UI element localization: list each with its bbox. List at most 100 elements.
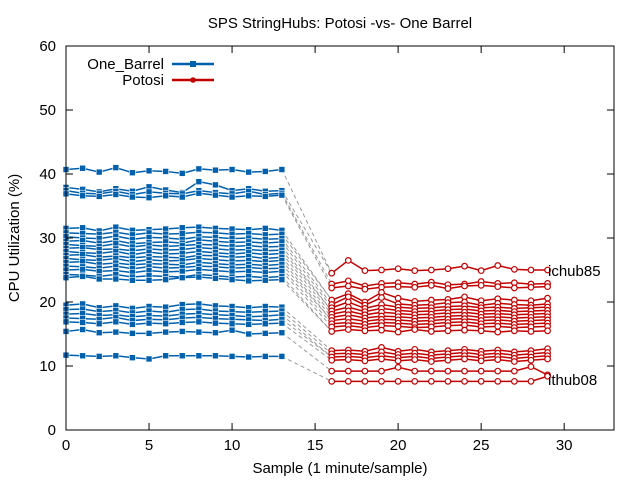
connector-line bbox=[281, 314, 333, 358]
y-tick-label: 60 bbox=[39, 38, 56, 55]
data-point-circle bbox=[494, 356, 502, 364]
connector-line bbox=[281, 230, 333, 301]
data-point-square bbox=[112, 191, 120, 198]
connector-line bbox=[281, 253, 333, 315]
data-point-circle bbox=[510, 367, 518, 375]
data-point-circle bbox=[378, 266, 385, 274]
data-point-circle bbox=[494, 367, 502, 375]
data-point-square bbox=[195, 352, 203, 360]
data-point-circle bbox=[510, 358, 518, 365]
data-point-circle bbox=[544, 266, 551, 274]
data-point-circle bbox=[411, 367, 419, 375]
data-point-square bbox=[195, 273, 203, 281]
series-group-one-barrel bbox=[62, 164, 286, 363]
data-point-circle bbox=[378, 294, 385, 301]
data-point-square bbox=[228, 193, 236, 201]
legend-marker-square bbox=[190, 61, 196, 67]
data-point-square bbox=[162, 328, 169, 336]
data-point-square bbox=[245, 168, 252, 176]
data-point-square bbox=[178, 224, 186, 232]
data-point-square bbox=[195, 165, 203, 173]
data-point-square bbox=[95, 329, 103, 337]
data-point-square bbox=[195, 178, 203, 185]
data-point-circle bbox=[328, 284, 336, 292]
data-point-square bbox=[278, 166, 286, 173]
data-point-circle bbox=[328, 377, 336, 385]
data-point-circle bbox=[527, 328, 535, 335]
data-point-circle bbox=[461, 377, 468, 385]
data-point-circle bbox=[444, 265, 452, 273]
connector-line bbox=[281, 192, 333, 285]
data-point-circle bbox=[378, 367, 385, 375]
connector-lines bbox=[281, 169, 333, 382]
data-point-circle bbox=[444, 285, 452, 292]
data-point-circle bbox=[477, 267, 485, 275]
axis-tick-labels: 0 5 10 15 20 25 30 0 10 20 30 40 50 60 bbox=[39, 38, 572, 454]
data-point-circle bbox=[394, 328, 402, 336]
data-point-square bbox=[95, 193, 103, 200]
connector-line bbox=[281, 355, 332, 382]
data-point-circle bbox=[411, 267, 419, 275]
data-point-circle bbox=[544, 372, 551, 380]
data-point-square bbox=[228, 276, 236, 283]
data-point-square bbox=[212, 329, 219, 337]
data-point-circle bbox=[427, 281, 435, 289]
data-point-square bbox=[145, 319, 153, 327]
data-point-square bbox=[212, 319, 219, 327]
data-point-square bbox=[162, 168, 169, 175]
data-point-square bbox=[145, 188, 153, 196]
data-point-square bbox=[178, 319, 186, 326]
data-point-square bbox=[178, 230, 186, 237]
data-point-square bbox=[112, 164, 120, 171]
data-point-circle bbox=[444, 327, 452, 335]
data-point-square bbox=[245, 192, 252, 200]
data-point-circle bbox=[378, 326, 385, 334]
data-point-circle bbox=[544, 283, 551, 291]
x-tick-label: 30 bbox=[556, 437, 573, 454]
data-point-circle bbox=[394, 377, 402, 385]
data-point-circle bbox=[427, 367, 435, 375]
connector-line bbox=[281, 263, 333, 321]
annotation-ichub85: ichub85 bbox=[548, 263, 601, 280]
data-point-square bbox=[245, 353, 252, 361]
connector-line bbox=[281, 260, 333, 321]
data-point-square bbox=[79, 164, 86, 172]
connector-line bbox=[281, 194, 333, 289]
data-point-square bbox=[145, 355, 153, 363]
data-point-circle bbox=[494, 328, 502, 336]
data-point-circle bbox=[411, 326, 419, 333]
data-point-circle bbox=[461, 262, 468, 270]
connector-line bbox=[281, 267, 333, 325]
data-point-circle bbox=[461, 282, 468, 290]
data-point-circle bbox=[394, 322, 402, 330]
data-point-square bbox=[178, 352, 186, 360]
x-axis-title: Sample (1 minute/sample) bbox=[252, 460, 427, 477]
data-point-square bbox=[95, 320, 103, 328]
data-point-square bbox=[79, 266, 86, 273]
data-point-circle bbox=[527, 266, 535, 274]
data-point-circle bbox=[344, 257, 352, 264]
data-point-circle bbox=[344, 377, 352, 385]
x-tick-label: 25 bbox=[473, 437, 490, 454]
data-point-circle bbox=[527, 377, 535, 385]
data-point-square bbox=[129, 193, 136, 201]
data-point-circle bbox=[461, 355, 468, 363]
data-point-circle bbox=[361, 327, 369, 335]
data-point-circle bbox=[494, 262, 502, 269]
data-point-square bbox=[178, 328, 186, 335]
connector-line bbox=[281, 279, 333, 332]
data-point-square bbox=[212, 352, 219, 360]
connector-line bbox=[281, 332, 333, 372]
data-point-square bbox=[95, 275, 103, 283]
data-point-circle bbox=[427, 358, 435, 365]
data-point-square bbox=[145, 194, 153, 201]
data-point-square bbox=[79, 326, 86, 333]
data-point-circle bbox=[510, 265, 518, 273]
connector-line bbox=[281, 238, 333, 305]
data-point-circle bbox=[527, 356, 535, 364]
data-point-circle bbox=[510, 284, 518, 292]
data-point-square bbox=[195, 318, 203, 326]
data-point-square bbox=[278, 319, 286, 327]
data-point-circle bbox=[361, 285, 369, 293]
